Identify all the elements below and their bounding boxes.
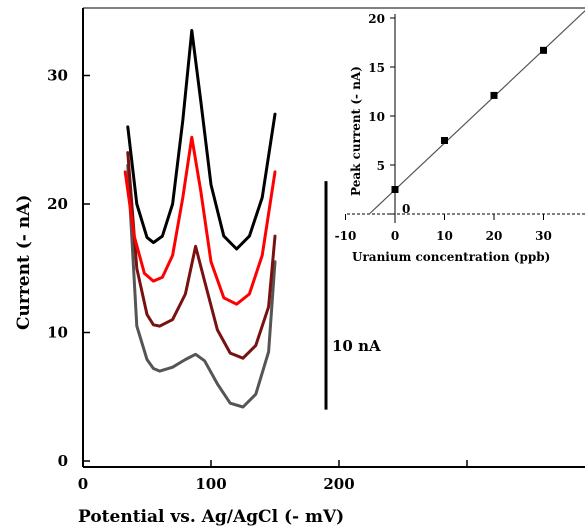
- y-tick-label: 0: [58, 452, 68, 470]
- voltammogram-curve-4: [126, 29, 277, 251]
- inset-x-tick-label: 30: [535, 229, 552, 243]
- inset-data-point: [540, 46, 547, 54]
- inset-ticks: -10 0 10 20 30 0 5 10 15 20: [335, 12, 552, 243]
- y-tick-label: 20: [47, 195, 68, 213]
- inset-y-tick-label: 15: [368, 61, 385, 75]
- inset-y-tick-label: 5: [377, 159, 385, 173]
- inset-data-point: [441, 137, 448, 144]
- y-axis-label: Current (- nA): [14, 195, 34, 330]
- y-tick-label: 10: [47, 324, 68, 342]
- inset-x-tick-label: 10: [436, 229, 453, 243]
- y-tick-label: 30: [47, 67, 68, 85]
- inset-data-point: [490, 91, 498, 99]
- x-tick-label: 0: [78, 475, 88, 493]
- inset-fit-line: [368, 10, 585, 215]
- x-tick-label: 200: [323, 475, 354, 493]
- inset-y-tick-label: 0: [402, 202, 410, 216]
- inset-x-tick-label: 20: [486, 229, 503, 243]
- inset-data-point: [391, 186, 399, 193]
- x-axis-label: Potential vs. Ag/AgCl (- mV): [78, 507, 344, 527]
- inset-y-axis-label: Peak current (- nA): [349, 66, 363, 196]
- inset-x-tick-label: -10: [335, 229, 357, 243]
- inset-points: [391, 46, 547, 193]
- inset-y-tick-label: 20: [368, 12, 385, 26]
- inset-x-axis-label: Uranium concentration (ppb): [352, 250, 550, 264]
- inset-x-tick-label: 0: [391, 229, 399, 243]
- scale-bar-label: 10 nA: [332, 337, 381, 355]
- main-plot-frame: [82, 7, 585, 468]
- x-tick-label: 100: [195, 475, 226, 493]
- inset-y-tick-label: 10: [368, 110, 385, 124]
- voltammogram-curve-2: [126, 151, 277, 360]
- main-series: [123, 29, 277, 409]
- voltammogram-curve-3: [123, 135, 277, 306]
- voltammogram-curve-1: [126, 163, 277, 409]
